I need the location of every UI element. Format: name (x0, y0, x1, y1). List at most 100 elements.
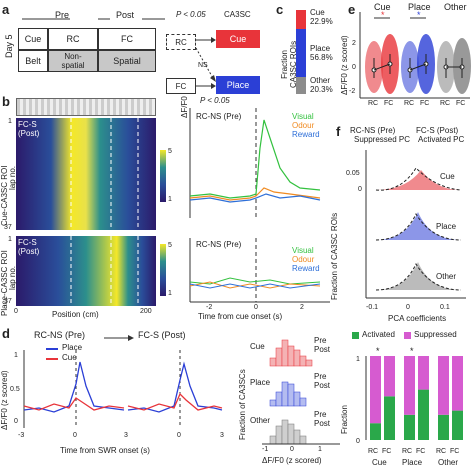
f-bar-sig-1: * (376, 346, 380, 356)
e-ytick-0: 0 (352, 64, 356, 71)
b-legend2-reward: Reward (292, 264, 320, 273)
d-xtick-3: 3 (124, 432, 128, 439)
e-group-other: Other (444, 2, 467, 12)
f-bar-xtick-2: FC (382, 448, 392, 455)
b-trace-xtick-2: 2 (300, 304, 304, 311)
b-lap-no-2: lap no. (8, 265, 17, 290)
f-legend-activated: Activated PC (418, 135, 465, 144)
f-bar-suppressed (404, 356, 415, 415)
f-bar-xtick-5: RC (436, 448, 447, 455)
b-cbar1-bot: 1 (168, 196, 172, 203)
d-xtick-5: 0 (177, 432, 181, 439)
f-density-plot (365, 150, 466, 299)
d-post-label: FC-S (Post) (138, 330, 186, 340)
fc-box-2: FC (166, 78, 196, 94)
d-hist-legend-pre-2: Pre (314, 372, 327, 381)
f-bar-activated (438, 414, 449, 440)
f-bar-group-cue: Cue (372, 458, 387, 467)
f-legend-pre: RC-NS (Pre) (350, 126, 396, 135)
e-xtick-6: FC (456, 100, 466, 107)
e-xtick-3: RC (404, 100, 415, 107)
b-heatmap-cue-lines (70, 118, 139, 230)
f-bar-ytick-1: 1 (356, 356, 360, 363)
b-cbar-2 (160, 244, 166, 296)
d-legend-cue: Cue (62, 353, 77, 362)
e-xtick-5: RC (440, 100, 451, 107)
d-hist-xlabel: ΔF/F0 (z scored) (262, 456, 322, 465)
f-bar-legend-suppressed-swatch (404, 332, 411, 339)
b-track-strip (16, 98, 156, 116)
panel-b-letter: b (2, 94, 10, 109)
b-heatmap-cue (16, 118, 156, 230)
b-trace-title-2: RC-NS (Pre) (196, 240, 242, 249)
cue-out-box: Cue (216, 30, 260, 48)
rc-box: RC (48, 28, 98, 50)
f-ylabel: Fraction of CA3SC ROIs (330, 212, 339, 300)
c-other-label: Other (310, 76, 331, 85)
f-bar-activated (404, 414, 415, 440)
c-cue-segment (296, 10, 306, 30)
place-out-box: Place (216, 76, 260, 94)
b-heatmap-place-lines (70, 236, 139, 306)
d-hist-xtick-pos: 1 (318, 446, 322, 453)
ca3sc-label: CA3SC (224, 10, 251, 19)
belt-box: Belt (18, 50, 48, 72)
d-hist-label-other: Other (250, 416, 271, 425)
f-bar-suppressed (370, 356, 381, 424)
b-cbar2-bot: 1 (168, 290, 172, 297)
f-legend-suppressed: Suppressed PC (354, 135, 411, 144)
d-legend-cue-swatch (46, 358, 58, 360)
c-place-pct: 56.8% (310, 53, 333, 62)
f-bar-xtick-3: RC (402, 448, 413, 455)
b-legend2-odour: Odour (292, 255, 315, 264)
pre-post-arrows (22, 18, 165, 20)
f-bar-group-other: Other (438, 458, 459, 467)
b-xtick-0: 0 (14, 308, 18, 315)
d-ylabel: ΔF/F0 (z scored) (0, 370, 9, 430)
f-bar-legend-activated-swatch (352, 332, 359, 339)
f-bar-suppressed (418, 356, 429, 390)
b-xtick-200: 200 (140, 308, 152, 315)
rc-box-2: RC (166, 34, 196, 50)
b-trace-xtick-neg2: -2 (206, 304, 213, 311)
day-label: Day 5 (4, 34, 14, 58)
e-xtick-4: FC (420, 100, 430, 107)
b-cbar-1 (160, 150, 166, 202)
f-bar-activated (370, 423, 381, 440)
f-bar-activated (384, 396, 395, 440)
d-ytick-1: 1 (14, 352, 18, 359)
d-hist-legend-post-2: Post (314, 381, 331, 390)
post-label: Post (116, 10, 135, 20)
b-legend-visual: Visual (292, 112, 314, 121)
b-xlabel: Position (cm) (52, 310, 99, 319)
ns-label: NS (198, 62, 208, 69)
d-hist-label-cue: Cue (250, 342, 265, 351)
b-trace-xlabel: Time from cue onset (s) (198, 312, 283, 321)
e-group-cue: Cue (374, 2, 391, 12)
f-bar-legend-suppressed: Suppressed (414, 330, 457, 339)
e-violin-plot (359, 12, 471, 99)
d-histograms (262, 339, 340, 445)
b-legend-reward: Reward (292, 130, 320, 139)
b-top-label: FC-S (Post) (18, 120, 40, 138)
e-ylabel: ΔF/F0 (z scored) (340, 35, 349, 95)
b-legend-odour: Odour (292, 121, 315, 130)
f-xtick-neg: -0.1 (366, 304, 379, 311)
e-sig-2: * (417, 10, 421, 20)
e-xtick-2: FC (384, 100, 394, 107)
d-hist-legend-post-3: Post (314, 419, 331, 428)
d-legend-place-swatch (46, 348, 58, 350)
f-bar-activated (418, 389, 429, 440)
b-trace-plot-2 (189, 238, 330, 303)
f-bar-legend-activated: Activated (362, 330, 395, 339)
c-place-label: Place (310, 44, 331, 53)
d-xtick-1: -3 (18, 432, 25, 439)
e-ytick-neg2: -2 (349, 88, 356, 95)
f-ytick-0: 0 (358, 186, 362, 193)
b-lap-end-2: 37 (4, 298, 12, 305)
fc-box: FC (98, 28, 156, 50)
d-xtick-2: 0 (73, 432, 77, 439)
f-label-cue: Cue (440, 172, 455, 181)
f-xlabel: PCA coefficients (388, 314, 447, 323)
d-hist-ylabel: Fraction of CA3SCs (238, 369, 247, 440)
